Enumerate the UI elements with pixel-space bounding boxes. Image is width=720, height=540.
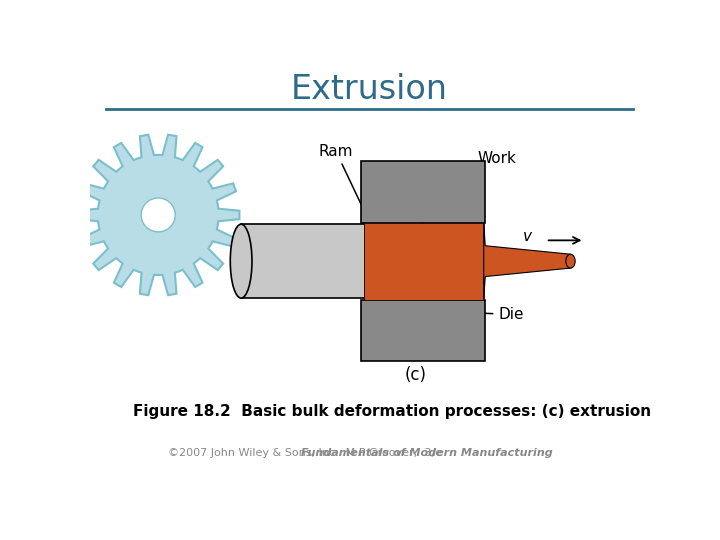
Text: v: v	[523, 229, 532, 244]
Text: Work: Work	[411, 151, 516, 234]
Text: ©2007 John Wiley & Sons, Inc.  M P Groover,: ©2007 John Wiley & Sons, Inc. M P Groove…	[168, 448, 420, 458]
Ellipse shape	[230, 224, 252, 298]
Text: Figure 18.2  Basic bulk deformation processes: (c) extrusion: Figure 18.2 Basic bulk deformation proce…	[132, 403, 651, 418]
Bar	[361, 161, 485, 222]
Polygon shape	[77, 134, 240, 295]
Ellipse shape	[354, 224, 376, 298]
Text: Die: Die	[439, 307, 524, 322]
Ellipse shape	[566, 254, 575, 268]
Text: 3/e: 3/e	[421, 448, 442, 458]
Bar	[241, 224, 365, 298]
Text: (c): (c)	[405, 367, 426, 384]
Polygon shape	[484, 222, 570, 300]
Bar	[364, 222, 484, 300]
Text: Fundamentals of Modern Manufacturing: Fundamentals of Modern Manufacturing	[301, 448, 552, 458]
Circle shape	[141, 198, 175, 232]
Bar	[361, 300, 485, 361]
Text: F: F	[251, 250, 261, 268]
Text: Ram: Ram	[319, 144, 369, 220]
Text: Extrusion: Extrusion	[290, 73, 448, 106]
